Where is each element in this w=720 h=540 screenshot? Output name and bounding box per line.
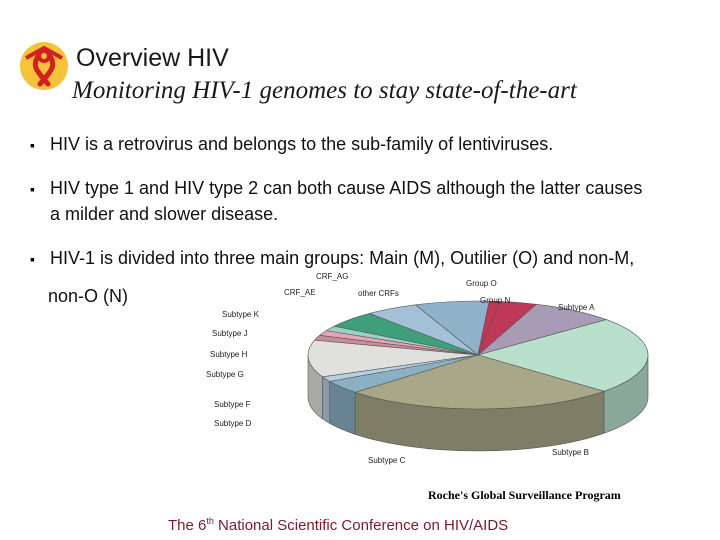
bullet-line: non-O (N): [48, 286, 129, 306]
conference-footer: The 6th National Scientific Conference o…: [168, 516, 508, 534]
pie-slice: [476, 319, 649, 392]
bullet-text: HIV-1 is divided into three main groups:…: [50, 245, 634, 271]
footer-prefix: The 6: [168, 517, 207, 534]
pie-label: Subtype F: [214, 400, 251, 409]
pie-label: Group O: [466, 279, 497, 288]
bullet-text: HIV is a retrovirus and belongs to the s…: [50, 131, 553, 157]
bullet-line: a milder and slower disease.: [50, 204, 279, 224]
bullet-text: non-O (N): [48, 283, 128, 309]
pie-slice: [307, 339, 479, 378]
bullet-marker: ▪: [30, 181, 35, 197]
pie-label: CRF_AG: [316, 272, 348, 281]
bullet-line: HIV type 1 and HIV type 2 can both cause…: [50, 178, 643, 198]
bullet-text: HIV type 1 and HIV type 2 can both cause…: [50, 175, 642, 227]
source-caption: Roche's Global Surveillance Program: [428, 488, 621, 502]
pie-label: Subtype J: [212, 329, 248, 338]
footer-sup: th: [206, 516, 214, 526]
page-subtitle: Monitoring HIV-1 genomes to stay state-o…: [72, 77, 577, 104]
footer-suffix: National Scientific Conference on HIV/AI…: [213, 517, 509, 534]
pie-label: Subtype H: [210, 350, 248, 359]
subtype-pie-chart: Subtype A Subtype B Subtype C Subtype D Subt…: [206, 272, 649, 465]
pie-label: Subtype K: [222, 310, 260, 319]
pie-slice: [477, 301, 538, 356]
bullet-marker: ▪: [30, 251, 35, 267]
pie-slice: [354, 354, 605, 410]
pie-label: Group N: [480, 296, 510, 305]
pie-label: Subtype C: [368, 456, 406, 465]
pie-label: Subtype B: [552, 448, 589, 457]
bullet-marker: ▪: [30, 137, 35, 153]
bullet-line: HIV is a retrovirus and belongs to the s…: [50, 134, 554, 154]
red-ribbon-icon: [20, 42, 68, 90]
pie-label: Subtype D: [214, 419, 252, 428]
pie-label: Subtype A: [558, 303, 595, 312]
pie-label: CRF_AE: [284, 288, 316, 297]
pie-side-4: [322, 376, 330, 424]
bullet-line: HIV-1 is divided into three main groups:…: [50, 248, 635, 268]
page-title: Overview HIV: [76, 44, 229, 72]
pie-label: other CRFs: [358, 289, 399, 298]
pie-label: Subtype G: [206, 370, 244, 379]
